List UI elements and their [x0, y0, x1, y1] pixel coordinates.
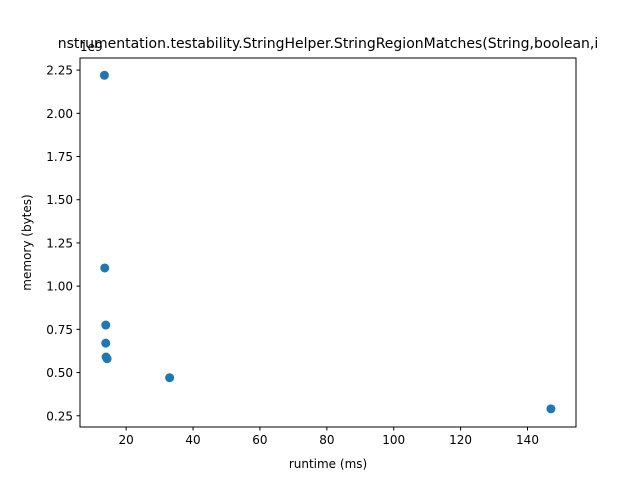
y-tick-label: 0.50: [46, 366, 73, 380]
x-tick-label: 20: [119, 433, 134, 447]
data-point: [101, 338, 111, 348]
y-tick-label: 1.75: [46, 150, 73, 164]
y-tick-label: 0.75: [46, 323, 73, 337]
data-point: [102, 354, 112, 364]
x-tick-label: 140: [516, 433, 539, 447]
y-tick-label: 1.50: [46, 193, 73, 207]
y-tick-label: 2.25: [46, 64, 73, 78]
data-point: [165, 373, 175, 383]
y-tick-label: 1.00: [46, 280, 73, 294]
y-tick-label: 2.00: [46, 107, 73, 121]
y-offset-label: 1e9: [80, 40, 103, 54]
data-point: [546, 404, 556, 414]
data-point: [101, 320, 111, 330]
data-point: [99, 70, 109, 80]
y-tick-label: 1.25: [46, 236, 73, 250]
x-tick-label: 40: [185, 433, 200, 447]
data-point: [100, 263, 110, 273]
x-tick-label: 100: [382, 433, 405, 447]
plot-area-frame: [79, 57, 577, 428]
data-points: [99, 70, 556, 414]
x-tick-label: 80: [319, 433, 334, 447]
y-axis-ticks: 0.25 0.50 0.75 1.00 1.25 1.50 1.75 2.00 2.25: [46, 64, 80, 423]
x-tick-label: 120: [449, 433, 472, 447]
chart-title: nstrumentation.testability.StringHelper.…: [58, 36, 599, 52]
y-tick-label: 0.25: [46, 409, 73, 423]
x-axis-ticks: 20 40 60 80 100 120 140: [119, 427, 539, 447]
y-axis-label: memory (bytes): [20, 194, 34, 290]
x-axis-label: runtime (ms): [289, 457, 367, 471]
x-tick-label: 60: [252, 433, 267, 447]
